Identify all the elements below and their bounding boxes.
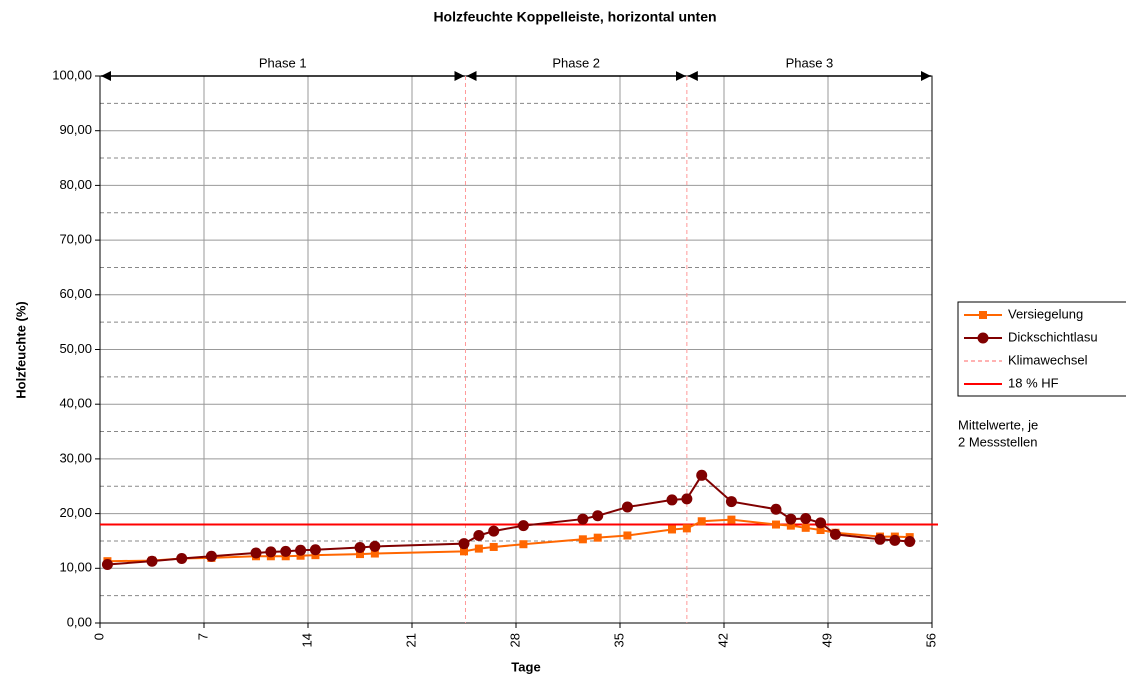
data-point [904,535,916,547]
data-point [696,469,708,481]
data-point [101,558,113,570]
data-point [354,542,366,554]
data-point [816,526,825,535]
annotation: Mittelwerte, je [958,417,1038,432]
y-tick-label: 20,00 [59,505,92,520]
data-point [727,515,736,524]
data-point [176,552,188,564]
data-point [889,534,901,546]
y-axis-title: Holzfeuchte (%) [13,301,28,399]
data-point [770,503,782,515]
data-point [250,547,262,559]
legend-label: 18 % HF [1008,375,1059,390]
y-tick-label: 50,00 [59,341,92,356]
legend-label: Klimawechsel [1008,352,1088,367]
data-point [473,529,485,541]
x-tick-label: 49 [819,633,834,647]
data-point [460,547,468,556]
x-tick-label: 56 [923,633,938,647]
y-tick-label: 90,00 [59,122,92,137]
y-tick-label: 0,00 [67,614,92,629]
data-point [682,524,691,533]
legend-marker [977,332,989,344]
phase-label: Phase 1 [259,55,307,70]
data-point [829,528,841,540]
x-tick-label: 0 [91,633,106,640]
x-tick-label: 7 [195,633,210,640]
data-point [874,533,886,545]
x-tick-label: 14 [299,633,314,647]
data-point [265,546,277,558]
legend-label: Dickschichtlasu [1008,329,1098,344]
data-point [623,531,632,540]
data-point [801,523,810,532]
data-point [668,525,676,534]
annotation: 2 Messstellen [958,434,1037,449]
data-point [593,533,602,542]
data-point [370,549,379,558]
data-point [205,550,217,562]
data-point [474,544,483,553]
data-point [458,538,470,550]
legend-label: Versiegelung [1008,306,1083,321]
data-point [578,535,587,544]
data-point [786,521,795,530]
y-tick-label: 10,00 [59,560,92,575]
y-tick-label: 70,00 [59,232,92,247]
data-point [772,520,780,529]
chart-title: Holzfeuchte Koppelleiste, horizontal unt… [433,9,716,25]
data-point [666,494,678,506]
legend-marker [979,311,987,319]
data-point [800,513,812,525]
phase-label: Phase 3 [786,55,834,70]
y-tick-label: 30,00 [59,450,92,465]
y-tick-label: 80,00 [59,177,92,192]
data-point [815,517,827,529]
data-point [697,517,706,526]
data-point [517,520,529,532]
data-point [488,525,500,537]
y-tick-label: 60,00 [59,286,92,301]
x-tick-label: 35 [611,633,626,647]
data-point [356,550,364,559]
data-point [592,510,604,522]
x-tick-label: 21 [403,633,418,647]
data-point [725,496,737,508]
phase-label: Phase 2 [552,55,600,70]
data-point [519,540,528,549]
x-tick-label: 28 [507,633,522,647]
data-point [785,513,797,525]
data-point [280,545,292,557]
x-tick-label: 42 [715,633,730,647]
data-point [369,540,381,552]
data-point [489,542,498,551]
data-point [681,493,693,505]
x-axis-title: Tage [511,659,540,674]
data-point [146,555,158,567]
data-point [621,501,633,513]
data-point [295,544,307,556]
data-point [309,544,321,556]
y-tick-label: 100,00 [52,67,92,82]
data-point [577,513,589,525]
y-tick-label: 40,00 [59,396,92,411]
